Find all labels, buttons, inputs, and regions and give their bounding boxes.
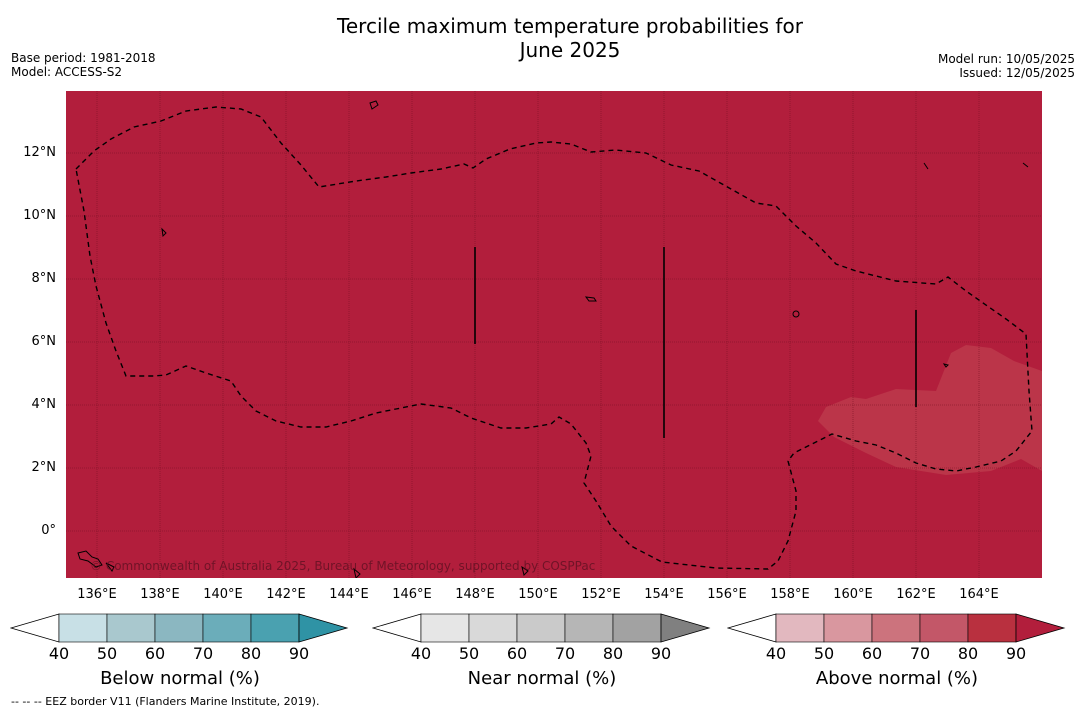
title-line-1: Tercile maximum temperature probabilitie… xyxy=(337,14,803,38)
cbar-tick: 50 xyxy=(813,644,835,663)
lat-tick: 2°N xyxy=(31,460,57,475)
cbar-tick: 90 xyxy=(288,644,310,663)
cbar-tick: 60 xyxy=(506,644,528,663)
lon-tick: 146°E xyxy=(392,587,432,602)
lon-tick: 154°E xyxy=(644,587,684,602)
colorbar-segment xyxy=(250,613,300,643)
lon-tick: 138°E xyxy=(140,587,180,602)
colorbar-segment xyxy=(823,613,873,643)
cbar-tick: 80 xyxy=(957,644,979,663)
colorbar-segment xyxy=(468,613,518,643)
colorbar-below-segments xyxy=(10,613,349,643)
cbar-tick: 50 xyxy=(458,644,480,663)
lon-tick: 144°E xyxy=(329,587,369,602)
lat-tick: 10°N xyxy=(23,208,56,223)
colorbar-segment xyxy=(612,613,662,643)
colorbar-extend-low xyxy=(10,613,60,643)
cbar-tick: 40 xyxy=(765,644,787,663)
title-line-2: June 2025 xyxy=(519,38,621,62)
lon-tick: 140°E xyxy=(203,587,243,602)
colorbar-segment xyxy=(516,613,566,643)
colorbar-near-label: Near normal (%) xyxy=(467,668,617,689)
above-normal-80-90-region xyxy=(66,91,1042,578)
colorbar-segment xyxy=(919,613,969,643)
eez-footnote: -- -- -- EEZ border V11 (Flanders Marine… xyxy=(11,695,320,708)
base-period: Base period: 1981-2018 xyxy=(11,51,156,65)
cbar-tick: 80 xyxy=(602,644,624,663)
colorbar-below-label: Below normal (%) xyxy=(100,668,260,689)
lon-tick: 148°E xyxy=(455,587,495,602)
lon-tick: 136°E xyxy=(77,587,117,602)
cbar-tick: 60 xyxy=(861,644,883,663)
above-normal-70-80-region xyxy=(818,345,1042,475)
lat-tick: 4°N xyxy=(31,397,57,412)
colorbar-extend-low xyxy=(727,613,777,643)
probability-map xyxy=(66,91,1042,578)
eez-border xyxy=(75,106,1033,570)
cbar-tick: 40 xyxy=(48,644,70,663)
cbar-tick: 70 xyxy=(192,644,214,663)
lon-tick: 152°E xyxy=(581,587,621,602)
colorbar-below xyxy=(10,613,349,643)
model-name: Model: ACCESS-S2 xyxy=(11,65,123,79)
colorbar-extend-low xyxy=(372,613,422,643)
lon-tick: 158°E xyxy=(770,587,810,602)
cbar-tick: 50 xyxy=(96,644,118,663)
chart-title: Tercile maximum temperature probabilitie… xyxy=(0,14,1085,62)
colorbar-above-label: Above normal (%) xyxy=(815,668,979,689)
lon-tick: 156°E xyxy=(707,587,747,602)
lon-tick: 150°E xyxy=(518,587,558,602)
cbar-tick: 70 xyxy=(554,644,576,663)
colorbar-above-segments xyxy=(727,613,1066,643)
colorbar-segment xyxy=(775,613,825,643)
gridlines xyxy=(66,91,1042,578)
lon-tick: 162°E xyxy=(896,587,936,602)
colorbar-extend-high xyxy=(660,613,711,643)
lat-tick: 8°N xyxy=(31,271,57,286)
meta-left: Base period: 1981-2018 Model: ACCESS-S2 xyxy=(11,51,156,79)
cbar-tick: 60 xyxy=(144,644,166,663)
lon-tick: 160°E xyxy=(833,587,873,602)
model-run: Model run: 10/05/2025 xyxy=(937,52,1075,66)
colorbar-near-segments xyxy=(372,613,711,643)
colorbar-segment xyxy=(106,613,156,643)
lat-tick: 12°N xyxy=(23,145,56,160)
colorbar-segment xyxy=(58,613,108,643)
colorbar-extend-high xyxy=(298,613,349,643)
lat-tick: 0° xyxy=(41,523,56,538)
island-markers xyxy=(77,100,1029,578)
cbar-tick: 90 xyxy=(650,644,672,663)
cbar-tick: 90 xyxy=(1005,644,1027,663)
issued-date: Issued: 12/05/2025 xyxy=(959,66,1075,80)
colorbar-segment xyxy=(154,613,204,643)
lon-tick: 142°E xyxy=(266,587,306,602)
lat-tick: 6°N xyxy=(31,334,57,349)
boundary-lines xyxy=(474,247,917,438)
colorbar-segment xyxy=(871,613,921,643)
copyright-credit: © Commonwealth of Australia 2025, Bureau… xyxy=(90,559,596,573)
colorbar-segment xyxy=(420,613,470,643)
colorbar-above xyxy=(727,613,1066,643)
cbar-tick: 80 xyxy=(240,644,262,663)
colorbar-segment xyxy=(967,613,1017,643)
colorbar-segment xyxy=(202,613,252,643)
colorbar-segment xyxy=(564,613,614,643)
lon-tick: 164°E xyxy=(959,587,999,602)
colorbar-near xyxy=(372,613,711,643)
cbar-tick: 40 xyxy=(410,644,432,663)
colorbar-extend-high xyxy=(1015,613,1066,643)
cbar-tick: 70 xyxy=(909,644,931,663)
meta-right: Model run: 10/05/2025 Issued: 12/05/2025 xyxy=(938,52,1075,80)
